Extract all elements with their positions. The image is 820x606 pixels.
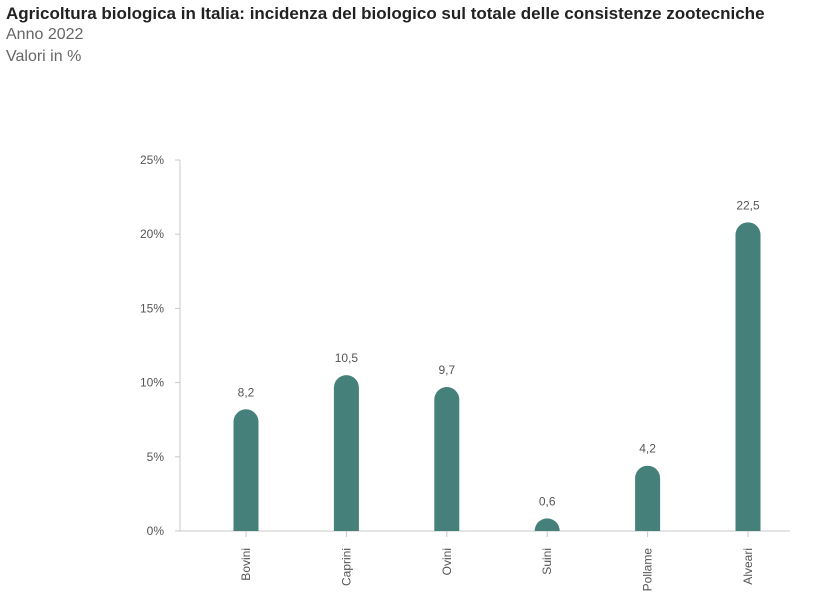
category-label-pollame: Pollame (641, 548, 655, 592)
bar-alveari (735, 222, 761, 531)
y-tick-label: 10% (140, 376, 164, 390)
y-tick-label: 5% (147, 450, 165, 464)
chart-subtitle: Anno 2022 (6, 26, 84, 43)
data-label-alveari: 22,5 (736, 198, 760, 212)
category-label-suini: Suini (540, 548, 554, 575)
data-label-pollame: 4,2 (639, 442, 656, 456)
category-label-caprini: Caprini (339, 548, 353, 586)
category-label-alveari: Alveari (741, 548, 755, 585)
y-axis: 0% 5% 10% 15% 20% 25% (140, 153, 181, 538)
y-tick-label: 25% (140, 153, 164, 167)
category-label-ovini: Ovini (440, 548, 454, 575)
data-labels: 8,2 10,5 9,7 0,6 4,2 22,5 (238, 198, 760, 508)
bar-suini (534, 518, 560, 531)
category-label-bovini: Bovini (239, 548, 253, 581)
bar-pollame (635, 465, 661, 531)
bar-ovini (434, 387, 460, 531)
bars (233, 222, 761, 531)
data-label-ovini: 9,7 (438, 363, 455, 377)
data-label-suini: 0,6 (539, 494, 556, 508)
data-label-caprini: 10,5 (335, 351, 359, 365)
y-tick-label: 15% (140, 301, 164, 315)
x-axis (180, 530, 790, 537)
bar-bovini (233, 409, 259, 531)
chart-title: Agricoltura biologica in Italia: inciden… (6, 4, 765, 23)
y-tick-label: 0% (147, 524, 165, 538)
chart-units: Valori in % (6, 48, 82, 65)
bar-caprini (333, 375, 359, 531)
y-tick-label: 20% (140, 227, 164, 241)
data-label-bovini: 8,2 (238, 385, 255, 399)
category-labels: Bovini Caprini Ovini Suini Pollame Alveari (239, 548, 755, 592)
